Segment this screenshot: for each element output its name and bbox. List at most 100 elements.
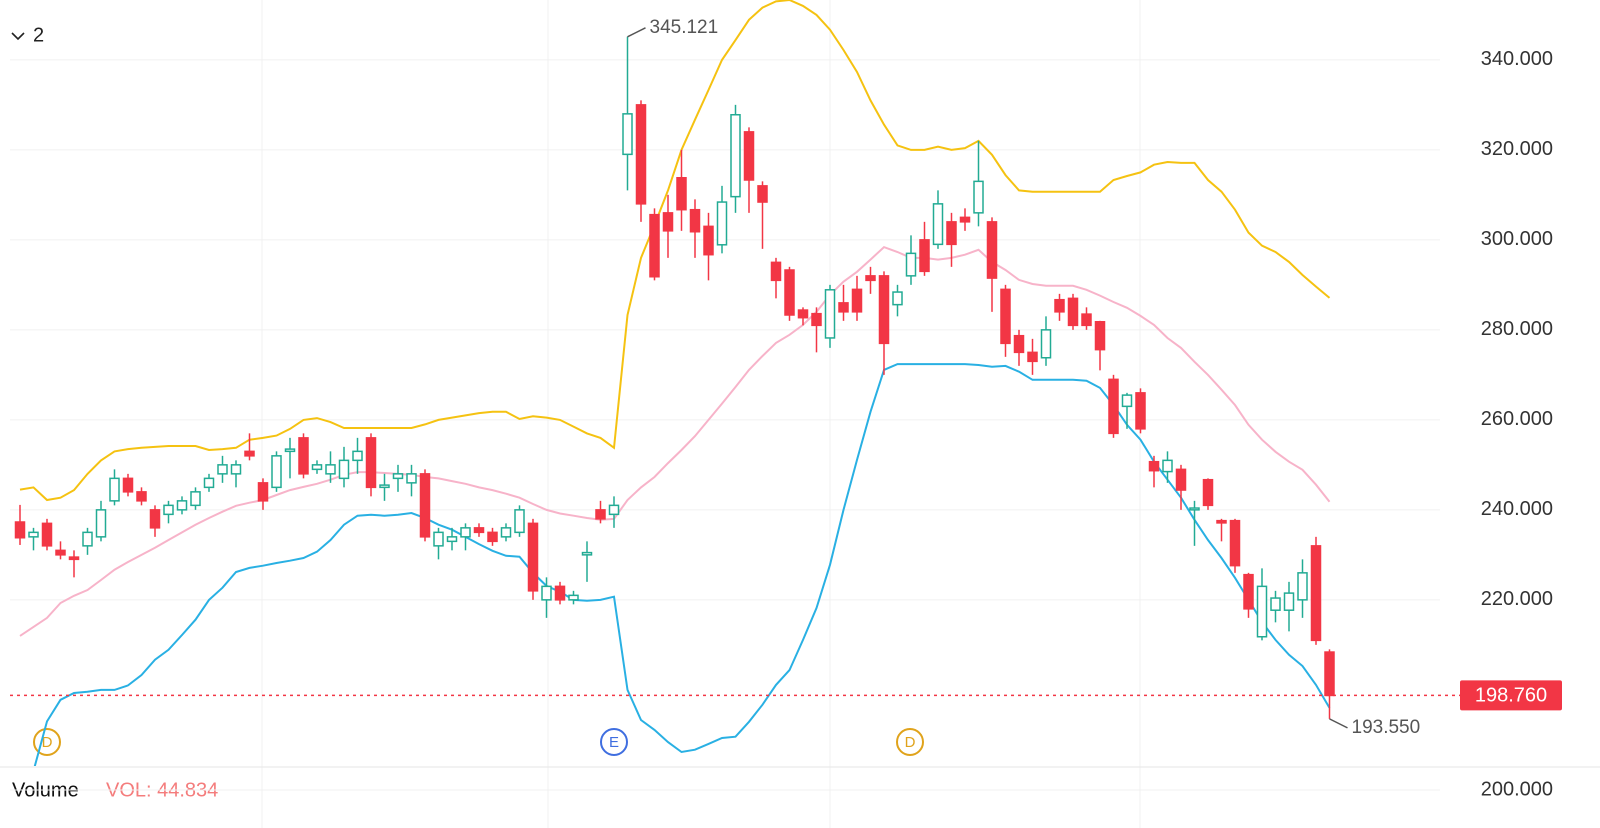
candle-body: [379, 484, 390, 489]
candle-body: [190, 491, 201, 507]
candle-body: [622, 113, 633, 156]
candle-body: [730, 114, 741, 198]
candle-body: [28, 531, 39, 538]
event-label: D: [905, 734, 916, 751]
candle-body: [1202, 478, 1214, 507]
candle-body: [689, 208, 701, 233]
candle-body: [1067, 297, 1079, 327]
y-tick-label: 240.000: [1481, 498, 1553, 520]
candle-body: [1027, 351, 1038, 363]
candle-body: [770, 261, 782, 282]
candle-body: [257, 482, 269, 502]
candle-body: [68, 556, 80, 561]
candle-body: [932, 203, 944, 246]
candle-body: [635, 104, 647, 205]
candle-body: [703, 225, 714, 256]
candle-body: [541, 585, 552, 601]
candle-body: [1135, 392, 1146, 430]
event-circle: [600, 728, 628, 756]
candle-body: [1216, 519, 1227, 524]
candle-body: [203, 477, 215, 489]
candle-body: [757, 185, 768, 203]
annotation-leader: [627, 27, 646, 38]
candle-body: [460, 527, 471, 538]
event-marker[interactable]: D: [896, 728, 924, 756]
candle-body: [1040, 329, 1052, 359]
candle-body: [514, 509, 525, 534]
band-line: [19, 0, 1331, 502]
candle-body: [284, 448, 296, 453]
candle-body: [568, 594, 579, 601]
candle-body: [716, 201, 728, 246]
candle-body: [824, 289, 836, 339]
candle-body: [446, 536, 458, 543]
event-circle: [896, 728, 924, 756]
candle-body: [662, 212, 674, 232]
candle-body: [1297, 572, 1308, 601]
candle-body: [581, 551, 593, 556]
candle-body: [406, 473, 417, 484]
candle-body: [1189, 507, 1200, 511]
candle-body: [1256, 585, 1268, 638]
candle-body: [14, 521, 26, 539]
candle-body: [1148, 460, 1160, 472]
candle-body: [217, 464, 228, 475]
candle-body: [595, 509, 606, 520]
candle-body: [1243, 573, 1254, 610]
candle-body: [1310, 545, 1322, 642]
candle-body: [41, 522, 53, 547]
candle-body: [433, 531, 444, 547]
candle-body: [1013, 334, 1025, 354]
annotation-label: 345.121: [650, 17, 719, 38]
candle-body: [487, 531, 498, 543]
candle-body: [608, 504, 620, 516]
candle-body: [892, 291, 903, 306]
candle-body: [149, 509, 161, 529]
candle-body: [946, 221, 957, 246]
candle-body: [959, 216, 971, 223]
candle-body: [244, 450, 255, 457]
candle-body: [527, 522, 539, 592]
candle-body: [905, 252, 917, 277]
annotation-label: 193.550: [1352, 717, 1421, 738]
candle-body: [865, 275, 876, 282]
candle-body: [55, 549, 66, 556]
candle-body: [1094, 321, 1106, 351]
y-tick-label: 280.000: [1481, 318, 1553, 340]
candle-body: [82, 531, 93, 547]
collapse-chevron[interactable]: [11, 32, 25, 41]
indicator-count[interactable]: 2: [33, 24, 44, 46]
candle-body: [325, 464, 336, 475]
candle-body: [1108, 378, 1119, 435]
candle-body: [838, 302, 849, 313]
time-grid: [261, 0, 1141, 828]
event-label: E: [609, 734, 619, 751]
candle-body: [986, 221, 998, 279]
candle-body: [1324, 651, 1335, 697]
candle-body: [1175, 468, 1187, 491]
candle-body: [1162, 459, 1173, 473]
candle-body: [1229, 519, 1241, 567]
candle-body: [473, 527, 485, 534]
candle-body: [1121, 394, 1133, 408]
candle-body: [109, 477, 120, 502]
y-tick-label: 320.000: [1481, 138, 1553, 160]
plot-area: [14, 0, 1335, 766]
y-tick-label: 300.000: [1481, 228, 1553, 250]
candle-body: [352, 450, 363, 462]
candle-body: [1000, 288, 1011, 345]
candle-body: [919, 239, 930, 273]
event-marker[interactable]: E: [600, 728, 628, 756]
candle-body: [271, 455, 282, 489]
y-tick-label: 340.000: [1481, 48, 1553, 70]
candle-body: [136, 491, 147, 502]
candle-body: [122, 477, 134, 493]
candle-body: [743, 131, 755, 181]
candle-body: [811, 312, 822, 327]
candle-body: [1081, 313, 1092, 327]
candle-body: [176, 500, 188, 511]
event-label: D: [42, 734, 53, 751]
candle-body: [419, 473, 431, 538]
candle-body: [973, 180, 984, 214]
